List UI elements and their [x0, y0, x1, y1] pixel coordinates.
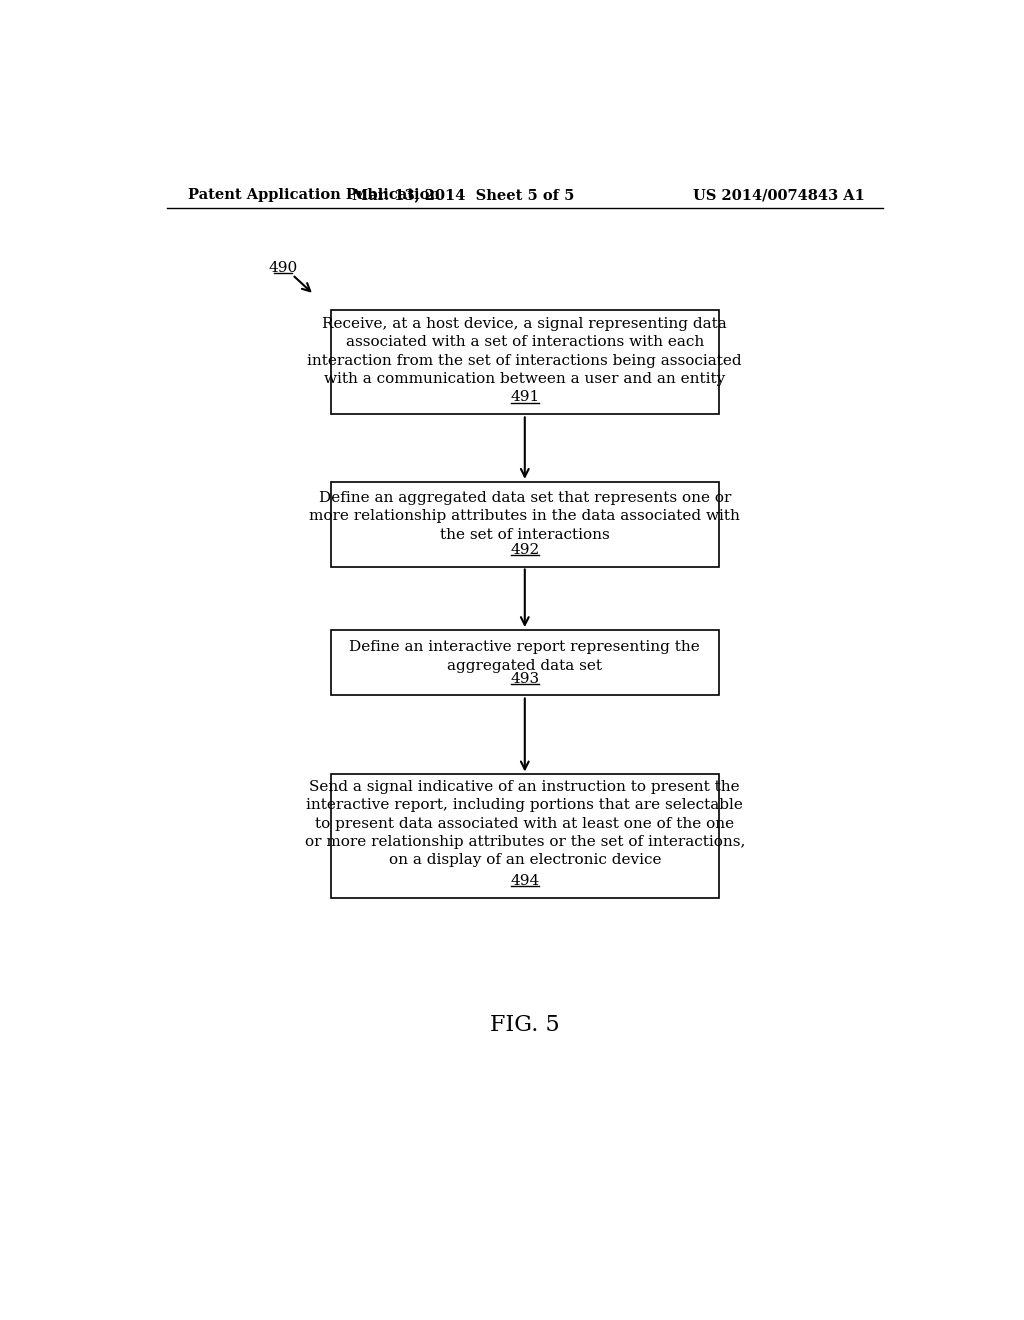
- Text: Mar. 13, 2014  Sheet 5 of 5: Mar. 13, 2014 Sheet 5 of 5: [351, 189, 574, 202]
- Text: 492: 492: [510, 543, 540, 557]
- FancyBboxPatch shape: [331, 310, 719, 414]
- Text: 490: 490: [268, 261, 298, 275]
- FancyBboxPatch shape: [331, 482, 719, 566]
- FancyBboxPatch shape: [331, 775, 719, 898]
- Text: Patent Application Publication: Patent Application Publication: [188, 189, 440, 202]
- Text: FIG. 5: FIG. 5: [490, 1014, 559, 1036]
- Text: 494: 494: [510, 874, 540, 887]
- Text: 491: 491: [510, 391, 540, 404]
- Text: Receive, at a host device, a signal representing data
associated with a set of i: Receive, at a host device, a signal repr…: [307, 317, 742, 387]
- Text: Define an interactive report representing the
aggregated data set: Define an interactive report representin…: [349, 640, 700, 673]
- Text: 493: 493: [510, 672, 540, 685]
- Text: US 2014/0074843 A1: US 2014/0074843 A1: [693, 189, 865, 202]
- FancyBboxPatch shape: [331, 630, 719, 696]
- Text: Send a signal indicative of an instruction to present the
interactive report, in: Send a signal indicative of an instructi…: [304, 780, 745, 867]
- Text: Define an aggregated data set that represents one or
more relationship attribute: Define an aggregated data set that repre…: [309, 491, 740, 541]
